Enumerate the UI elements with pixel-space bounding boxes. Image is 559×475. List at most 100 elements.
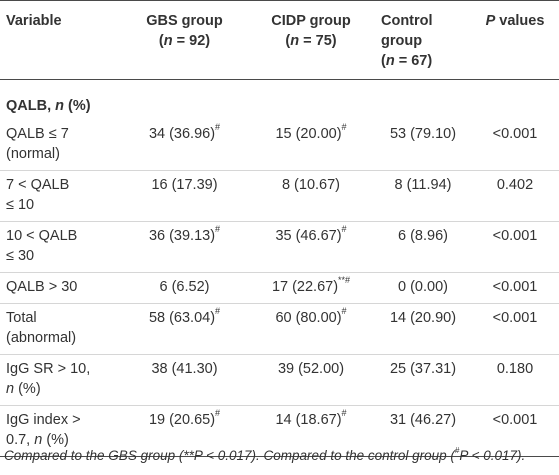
table-row: QALB > 30 6 (6.52) 17 (22.67)**# 0 (0.00) <0…	[0, 272, 559, 304]
row-label: QALB > 30	[0, 273, 122, 304]
footnote-part2: P < 0.017).	[459, 448, 526, 463]
row-label-line2: (abnormal)	[6, 330, 77, 346]
table-row: Total (abnormal) 58 (63.04)# 60 (80.00)# 14 …	[0, 303, 559, 355]
header-control-line2: group	[381, 33, 423, 49]
row-label-line2: 0.7, n (%)	[6, 432, 69, 448]
row-label: IgG SR > 10, n (%)	[0, 355, 122, 406]
row-label-line2: (normal)	[6, 146, 60, 162]
cell-cidp: 39 (52.00)	[247, 355, 375, 406]
table-row: IgG SR > 10, n (%) 38 (41.30) 39 (52.00) 25 …	[0, 354, 559, 406]
cell-gbs: 38 (41.30)	[122, 355, 247, 406]
cell-p-value-value: <0.001	[492, 126, 538, 142]
header-control-line3: (n = 67)	[381, 53, 433, 69]
cell-gbs: 34 (36.96)#	[122, 120, 247, 171]
cell-p-value: <0.001	[471, 304, 559, 355]
table-header: Variable GBS group (n = 92) CIDP group (…	[0, 0, 559, 80]
table-row: QALB ≤ 7 (normal) 34 (36.96)# 15 (20.00)# 53…	[0, 120, 559, 171]
cell-control: 31 (46.27)	[375, 406, 471, 457]
results-table: Variable GBS group (n = 92) CIDP group (…	[0, 0, 559, 457]
cell-control-value: 14 (20.90)	[389, 310, 457, 326]
cell-cidp-significance-mark: #	[341, 224, 347, 235]
results-table-container: Variable GBS group (n = 92) CIDP group (…	[0, 0, 559, 457]
cell-gbs-value: 36 (39.13)	[148, 228, 216, 244]
footnote-mark: #	[454, 445, 460, 455]
cell-cidp-value: 8 (10.67)	[281, 177, 341, 193]
cell-cidp-value: 39 (52.00)	[277, 361, 345, 377]
cell-gbs: 19 (20.65)#	[122, 406, 247, 457]
cell-gbs-significance-mark: #	[215, 224, 221, 235]
row-label-line2: ≤ 10	[6, 197, 35, 213]
cell-p-value: <0.001	[471, 406, 559, 457]
cell-control: 53 (79.10)	[375, 120, 471, 171]
cell-cidp: 15 (20.00)#	[247, 120, 375, 171]
header-gbs-line1: GBS group	[146, 13, 223, 29]
header-gbs-line2: (n = 92)	[158, 33, 211, 49]
cell-gbs: 6 (6.52)	[122, 273, 247, 304]
cell-gbs-significance-mark: #	[215, 122, 221, 133]
cell-cidp: 17 (22.67)**#	[247, 273, 375, 304]
cell-control-value: 53 (79.10)	[389, 126, 457, 142]
cell-p-value: <0.001	[471, 273, 559, 304]
cell-cidp-value: 60 (80.00)	[275, 310, 342, 326]
cell-control-value: 8 (11.94)	[394, 177, 452, 193]
row-label: Total (abnormal)	[0, 304, 122, 355]
row-label-line1: QALB > 30	[6, 279, 78, 295]
header-cidp-line1: CIDP group	[271, 13, 351, 29]
header-control: Control group (n = 67)	[375, 1, 471, 80]
row-label-line2: ≤ 30	[6, 248, 35, 264]
table-body: QALB, n (%) QALB ≤ 7 (normal) 34 (36.96)# 1…	[0, 80, 559, 457]
cell-p-value-value: 0.180	[496, 361, 534, 377]
cell-control-value: 31 (46.27)	[389, 412, 457, 428]
cell-p-value: <0.001	[471, 222, 559, 273]
cell-cidp-significance-mark: #	[341, 408, 347, 419]
cell-cidp-value: 15 (20.00)	[275, 126, 342, 142]
cell-cidp-significance-mark: **#	[338, 275, 351, 286]
row-label-line2: n (%)	[6, 381, 41, 397]
cell-control-value: 0 (0.00)	[398, 279, 448, 295]
cell-gbs-value: 19 (20.65)	[148, 412, 216, 428]
header-control-line1: Control	[381, 13, 433, 29]
cell-gbs: 16 (17.39)	[122, 171, 247, 222]
cell-gbs-value: 34 (36.96)	[148, 126, 216, 142]
cell-p-value: <0.001	[471, 120, 559, 171]
cell-cidp: 8 (10.67)	[247, 171, 375, 222]
row-label-line1: IgG SR > 10,	[6, 361, 91, 377]
cell-control-value: 25 (37.31)	[389, 361, 457, 377]
cell-p-value-value: <0.001	[492, 279, 538, 295]
header-p-values-label: values	[499, 13, 545, 29]
cell-gbs-value: 6 (6.52)	[159, 279, 210, 295]
cell-p-value-value: 0.402	[496, 177, 534, 193]
footnote-part1: Compared to the GBS group (**P < 0.017).…	[4, 448, 455, 463]
cell-cidp-significance-mark: #	[341, 306, 347, 317]
cell-control: 14 (20.90)	[375, 304, 471, 355]
cell-control-value: 6 (8.96)	[398, 228, 448, 244]
row-label-line1: Total	[6, 310, 37, 326]
header-cidp: CIDP group (n = 75)	[247, 1, 375, 80]
row-label-line1: 7 < QALB	[6, 177, 70, 193]
table-row: IgG index >0.7, n (%) 19 (20.65)# 14 (18.6…	[0, 405, 559, 457]
cell-p-value: 0.180	[471, 355, 559, 406]
cell-p-value-value: <0.001	[492, 412, 538, 428]
cell-cidp: 35 (46.67)#	[247, 222, 375, 273]
header-variable-label: Variable	[6, 13, 62, 29]
cell-control: 6 (8.96)	[375, 222, 471, 273]
section-row: QALB, n (%)	[0, 80, 559, 121]
cell-cidp-value: 35 (46.67)	[275, 228, 342, 244]
table-footnote: Compared to the GBS group (**P < 0.017).…	[4, 445, 526, 463]
table-row: 10 < QALB ≤ 30 36 (39.13)# 35 (46.67)# 6 (8.…	[0, 221, 559, 273]
header-cidp-line2: (n = 75)	[285, 33, 337, 49]
cell-control: 8 (11.94)	[375, 171, 471, 222]
row-label: 10 < QALB ≤ 30	[0, 222, 122, 273]
header-gbs: GBS group (n = 92)	[122, 1, 247, 80]
cell-gbs: 58 (63.04)#	[122, 304, 247, 355]
cell-gbs-value: 38 (41.30)	[151, 361, 218, 377]
cell-cidp-significance-mark: #	[341, 122, 347, 133]
cell-cidp-value: 14 (18.67)	[275, 412, 342, 428]
cell-gbs-value: 58 (63.04)	[148, 310, 216, 326]
header-variable: Variable	[0, 1, 122, 80]
table-row: 7 < QALB ≤ 10 16 (17.39) 8 (10.67) 8 (11.94)…	[0, 170, 559, 222]
section-label: QALB, n (%)	[6, 98, 91, 114]
row-label: 7 < QALB ≤ 10	[0, 171, 122, 222]
cell-cidp: 60 (80.00)#	[247, 304, 375, 355]
cell-gbs: 36 (39.13)#	[122, 222, 247, 273]
